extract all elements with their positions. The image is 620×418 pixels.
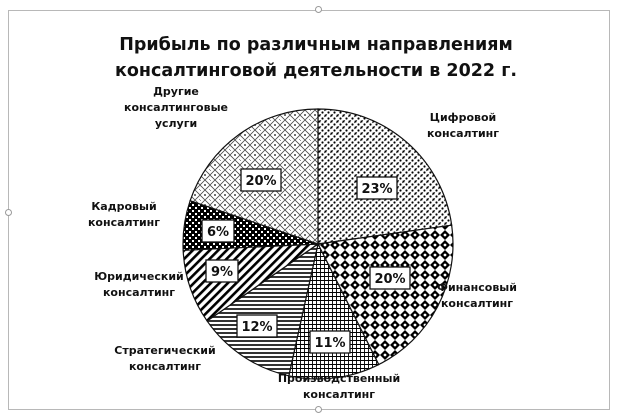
category-label: консалтинг	[103, 286, 175, 299]
resize-handle-top[interactable]	[315, 6, 322, 13]
resize-handle-left[interactable]	[5, 209, 12, 216]
chart-title-line: Прибыль по различным направлениям	[119, 35, 513, 55]
value-label: 12%	[241, 320, 272, 335]
value-label-box	[240, 168, 282, 192]
value-label: 11%	[314, 336, 345, 351]
value-label: 20%	[374, 272, 405, 287]
category-label: консалтинг	[303, 388, 375, 401]
category-label: консалтинговые	[124, 101, 228, 114]
category-label: услуги	[155, 117, 197, 130]
category-label: консалтинг	[129, 360, 201, 373]
category-label: консалтинг	[88, 216, 160, 229]
category-label: Финансовый	[437, 281, 517, 294]
category-label: Цифровой	[430, 111, 496, 124]
value-label: 9%	[211, 265, 233, 280]
category-label: Кадровый	[91, 200, 156, 213]
value-label-box	[356, 176, 398, 200]
category-label: Другие	[153, 85, 199, 98]
value-label: 20%	[245, 174, 276, 189]
value-label: 23%	[361, 182, 392, 197]
category-label: консалтинг	[441, 297, 513, 310]
pie-slice	[317, 224, 454, 366]
resize-handle-bottom[interactable]	[315, 406, 322, 413]
value-label-box	[309, 330, 351, 354]
value-label-box	[236, 314, 278, 338]
chart-title-line: консалтинговой деятельности в 2022 г.	[115, 61, 517, 81]
category-label: консалтинг	[427, 127, 499, 140]
category-label: Юридический	[94, 270, 184, 283]
value-label-box	[369, 266, 411, 290]
value-label-box	[201, 219, 235, 243]
category-label: Стратегический	[114, 344, 215, 357]
value-label-box	[205, 259, 239, 283]
value-label: 6%	[207, 225, 229, 240]
category-label: Производственный	[278, 372, 400, 385]
pie-slice	[206, 242, 319, 377]
